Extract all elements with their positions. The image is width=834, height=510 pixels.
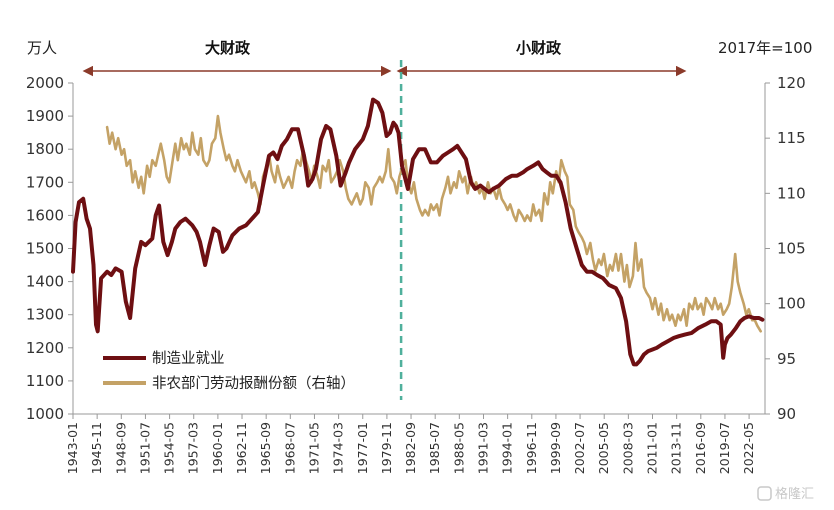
annotation-big-fiscal: 大财政 (205, 39, 251, 57)
x-tick-label: 1945-11 (89, 422, 104, 474)
x-tick-label: 2005-05 (596, 422, 611, 474)
y-left-tick-label: 1900 (26, 107, 64, 125)
x-tick-label: 1988-05 (451, 422, 466, 474)
y-left-tick-label: 1400 (26, 273, 64, 291)
watermark-text: 格隆汇 (775, 486, 814, 502)
x-tick-label: 1971-05 (306, 422, 321, 474)
y-left-tick-label: 1300 (26, 306, 64, 324)
x-tick-label: 1968-07 (282, 422, 297, 474)
annotation-small-fiscal: 小财政 (516, 39, 562, 57)
x-tick-label: 1999-09 (548, 422, 563, 474)
watermark: 格隆汇 (757, 486, 814, 502)
x-tick-label: 2002-07 (572, 422, 587, 474)
x-tick-label: 1943-01 (65, 422, 80, 474)
x-tick-label: 1994-01 (500, 422, 515, 474)
y-left-tick-label: 1500 (26, 240, 64, 258)
x-tick-label: 1962-11 (234, 422, 249, 474)
y-left-tick-label: 1000 (26, 405, 64, 423)
x-tick-label: 1977-01 (355, 422, 370, 474)
series-line-manufacturing (71, 97, 765, 367)
x-tick-label: 1954-05 (162, 422, 177, 474)
right-unit-label: 2017年=100 (718, 39, 812, 57)
y-right-tick-label: 105 (777, 240, 806, 258)
x-tick-label: 2013-11 (669, 422, 684, 474)
x-tick-label: 1948-09 (113, 422, 128, 474)
y-left-tick-label: 2000 (26, 74, 64, 92)
y-right-tick-label: 100 (777, 295, 806, 313)
legend-label-manufacturing: 制造业就业 (152, 350, 225, 367)
legend-label-labor-share: 非农部门劳动报酬份额（右轴） (152, 375, 355, 392)
series-line-labor-share (105, 114, 763, 333)
x-tick-label: 1965-09 (258, 422, 273, 474)
x-tick-label: 1996-11 (524, 422, 539, 474)
x-tick-label: 2016-09 (693, 422, 708, 474)
y-left-tick-label: 1800 (26, 140, 64, 158)
y-right-tick-label: 95 (777, 350, 796, 368)
y-left-tick-label: 1100 (26, 372, 64, 390)
x-tick-label: 2008-03 (620, 422, 635, 474)
y-right-tick-label: 90 (777, 405, 796, 423)
y-right-tick-label: 115 (777, 129, 806, 147)
y-right-tick-label: 110 (777, 184, 806, 202)
left-unit-label: 万人 (27, 39, 57, 57)
y-left-tick-label: 1600 (26, 206, 64, 224)
x-tick-label: 1979-11 (379, 422, 394, 474)
watermark-logo-icon (757, 486, 772, 501)
x-tick-label: 1974-03 (331, 422, 346, 474)
y-right-tick-label: 120 (777, 74, 806, 92)
x-tick-label: 2011-01 (645, 422, 660, 474)
x-tick-label: 1951-07 (137, 422, 152, 474)
x-tick-label: 1982-09 (403, 422, 418, 474)
x-tick-label: 1957-03 (186, 422, 201, 474)
y-left-tick-label: 1700 (26, 173, 64, 191)
x-tick-label: 1960-01 (210, 422, 225, 474)
x-tick-label: 2019-07 (717, 422, 732, 474)
x-tick-label: 2022-05 (741, 422, 756, 474)
x-tick-label: 1991-03 (475, 422, 490, 474)
x-tick-label: 1985-07 (427, 422, 442, 474)
y-left-tick-label: 1200 (26, 339, 64, 357)
